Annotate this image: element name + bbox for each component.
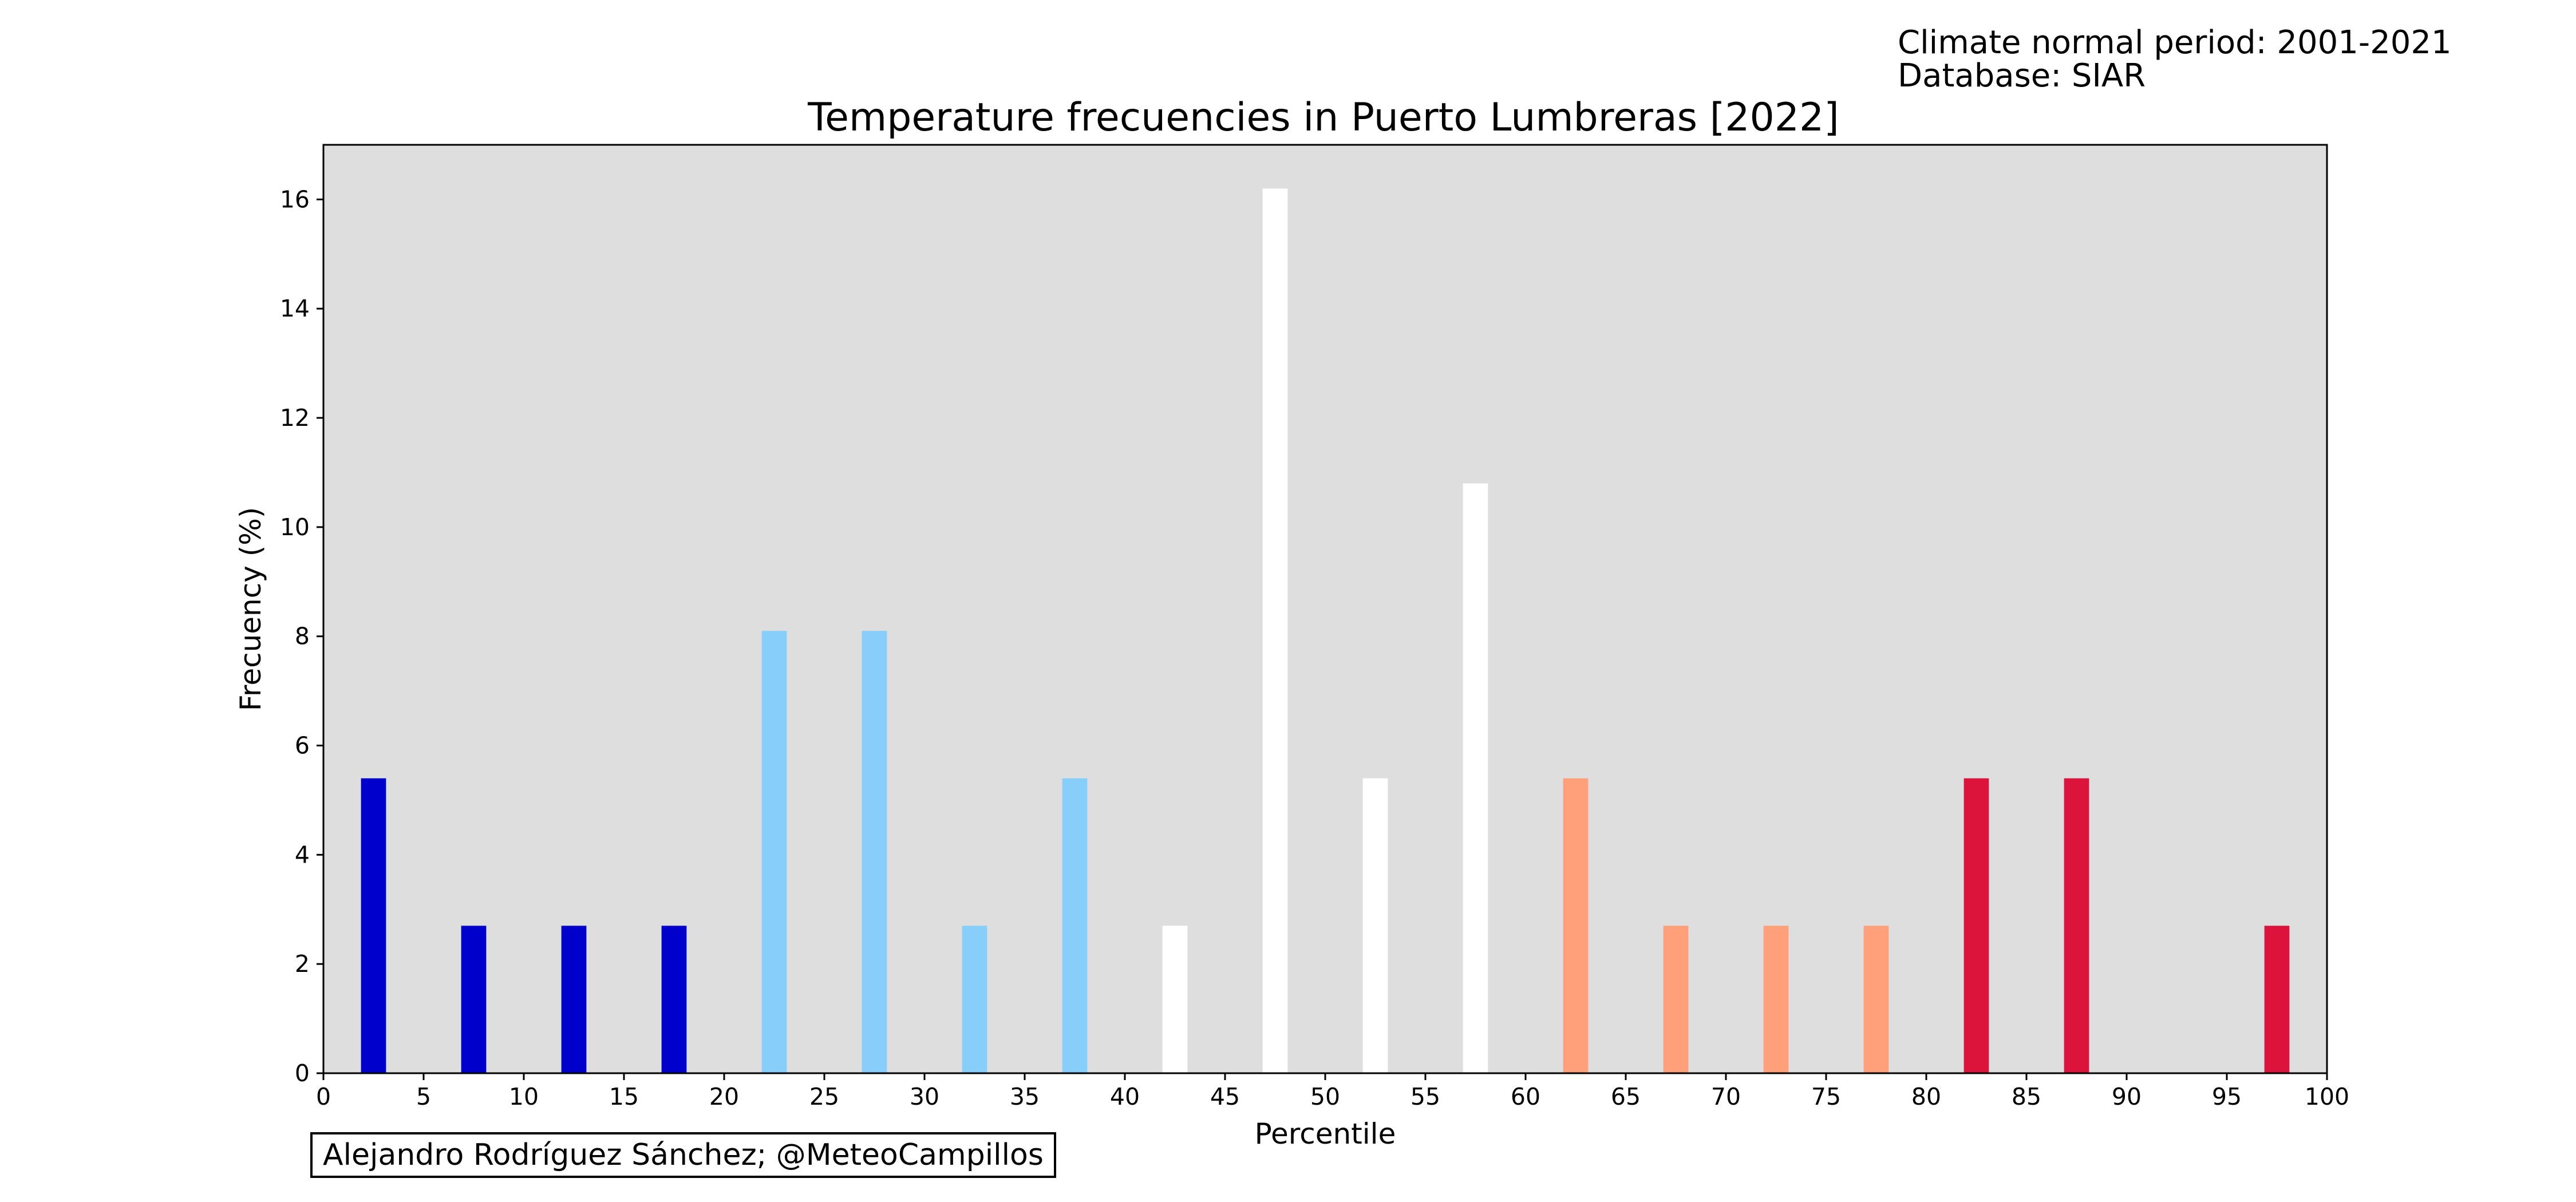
bar-0 <box>361 778 386 1073</box>
x-axis-label: Percentile <box>1255 1117 1396 1150</box>
y-tick-label: 16 <box>280 185 310 213</box>
chart-title: Temperature frecuencies in Puerto Lumbre… <box>807 95 1839 140</box>
x-tick-label: 25 <box>809 1083 839 1110</box>
x-tick-label: 55 <box>1411 1083 1440 1110</box>
bar-4 <box>761 631 787 1073</box>
bar-15 <box>1863 926 1889 1073</box>
x-tick-label: 50 <box>1310 1083 1340 1110</box>
bars-layer <box>361 188 2290 1074</box>
y-tick-label: 10 <box>280 513 310 541</box>
bar-16 <box>1963 778 1989 1073</box>
x-tick-label: 75 <box>1811 1083 1841 1110</box>
y-tick-label: 12 <box>280 404 310 432</box>
x-tick-label: 70 <box>1711 1083 1741 1110</box>
y-tick-label: 0 <box>295 1059 310 1087</box>
database-label: Database: SIAR <box>1898 57 2146 94</box>
x-tick-label: 100 <box>2305 1083 2349 1110</box>
bar-10 <box>1362 778 1388 1073</box>
x-tick-label: 45 <box>1210 1083 1240 1110</box>
x-tick-label: 90 <box>2112 1083 2142 1110</box>
x-tick-label: 85 <box>2012 1083 2041 1110</box>
bar-2 <box>561 926 587 1073</box>
plot-area <box>323 145 2327 1073</box>
author-credit: Alejandro Rodríguez Sánchez; @MeteoCampi… <box>310 1132 1056 1178</box>
y-tick-label: 14 <box>280 295 310 322</box>
bar-13 <box>1663 926 1689 1073</box>
x-tick-label: 20 <box>709 1083 739 1110</box>
bar-14 <box>1763 926 1789 1073</box>
x-tick-label: 60 <box>1511 1083 1540 1110</box>
x-tick-label: 80 <box>1911 1083 1941 1110</box>
bar-3 <box>661 926 687 1073</box>
x-tick-label: 40 <box>1110 1083 1140 1110</box>
x-tick-label: 95 <box>2212 1083 2242 1110</box>
bar-6 <box>962 926 987 1073</box>
x-tick-label: 30 <box>910 1083 939 1110</box>
bar-17 <box>2064 778 2089 1073</box>
x-tick-label: 5 <box>416 1083 431 1110</box>
bar-5 <box>862 631 887 1073</box>
y-tick-label: 6 <box>295 732 310 760</box>
y-axis: 0 2 4 6 8 10 12 14 16 <box>280 185 323 1087</box>
bar-11 <box>1463 483 1488 1073</box>
bar-7 <box>1062 778 1088 1073</box>
bar-9 <box>1262 188 1288 1074</box>
x-tick-label: 0 <box>316 1083 331 1110</box>
climate-period-label: Climate normal period: 2001-2021 <box>1898 24 2452 61</box>
bar-12 <box>1563 778 1589 1073</box>
x-tick-label: 65 <box>1611 1083 1641 1110</box>
y-tick-label: 2 <box>295 950 310 978</box>
x-tick-label: 10 <box>509 1083 539 1110</box>
bar-19 <box>2264 926 2290 1073</box>
y-axis-label: Frecuency (%) <box>234 507 267 711</box>
y-tick-label: 8 <box>295 623 310 650</box>
bar-1 <box>461 926 487 1073</box>
y-tick-label: 4 <box>295 841 310 868</box>
x-tick-label: 15 <box>609 1083 639 1110</box>
x-tick-label: 35 <box>1010 1083 1040 1110</box>
bar-8 <box>1162 926 1188 1073</box>
x-axis: 0 5 10 15 20 25 30 35 40 45 50 55 60 65 70 75 80 85 90 95 10… <box>316 1073 2349 1110</box>
